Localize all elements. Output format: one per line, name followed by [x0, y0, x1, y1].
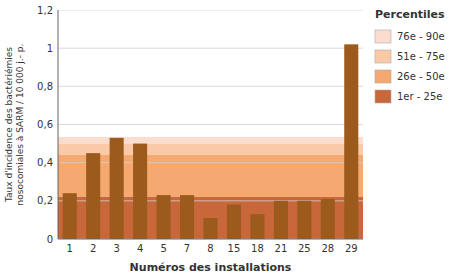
y-tick-label: 1	[47, 43, 53, 54]
x-tick-label: 8	[207, 243, 213, 254]
bar	[227, 205, 241, 239]
y-axis-label-line: Taux d'incidence des bactériémies	[4, 47, 14, 203]
y-tick-label: 0,6	[37, 119, 53, 130]
legend-swatch	[375, 90, 391, 103]
chart: 0 0,2 0,4 0,6 0,8 1 1,2 1 2 3 4 5 7 8 15 18 21 25 28 29 Numé…	[0, 0, 471, 279]
x-tick-label: 3	[113, 243, 119, 254]
x-tick-label: 29	[345, 243, 358, 254]
grid-line	[58, 200, 363, 201]
x-tick-label: 21	[275, 243, 288, 254]
x-axis-line	[58, 239, 363, 240]
legend-label: 26e - 50e	[397, 71, 445, 82]
x-tick-label: 15	[228, 243, 241, 254]
y-tick-label: 0	[47, 234, 53, 245]
legend-swatch	[375, 30, 391, 43]
plot-area	[58, 10, 363, 239]
bar	[86, 153, 100, 239]
legend-swatch	[375, 70, 391, 83]
bar	[180, 195, 194, 239]
x-tick-label: 18	[251, 243, 264, 254]
bar	[110, 138, 124, 239]
y-axis: 0 0,2 0,4 0,6 0,8 1 1,2	[37, 5, 53, 245]
grid-line	[58, 86, 363, 87]
x-tick-label: 2	[90, 243, 96, 254]
y-tick-label: 0,4	[37, 157, 53, 168]
legend-label: 51e - 75e	[397, 51, 445, 62]
bar	[203, 218, 217, 239]
legend-label: 1er - 25e	[397, 91, 442, 102]
y-axis-label-line: nosocomiales à SARM / 10 000 j.- p.	[15, 44, 25, 206]
x-tick-label: 4	[137, 243, 143, 254]
grid-line	[58, 239, 363, 240]
grid-line	[58, 10, 363, 11]
y-tick-label: 0,8	[37, 81, 53, 92]
legend: Percentiles 76e - 90e 51e - 75e 26e - 50e 1e…	[375, 8, 445, 103]
y-axis-label: Taux d'incidence des bactériémiesnosocom…	[4, 44, 25, 206]
legend-title: Percentiles	[375, 8, 445, 21]
x-tick-label: 5	[160, 243, 166, 254]
percentile-band	[58, 137, 363, 144]
bar	[133, 144, 147, 239]
percentile-band	[58, 155, 363, 197]
grid-line	[58, 162, 363, 163]
grid-line	[58, 48, 363, 49]
x-tick-label: 1	[67, 243, 73, 254]
grid-line	[58, 124, 363, 125]
y-tick-label: 1,2	[37, 5, 53, 16]
bar	[157, 195, 171, 239]
y-axis-line	[58, 10, 59, 239]
legend-label: 76e - 90e	[397, 31, 445, 42]
bar	[297, 201, 311, 239]
x-tick-label: 28	[321, 243, 334, 254]
bar	[321, 199, 335, 239]
x-axis: 1 2 3 4 5 7 8 15 18 21 25 28 29	[67, 243, 358, 254]
bar	[250, 214, 264, 239]
x-tick-label: 7	[184, 243, 190, 254]
percentile-band	[58, 197, 363, 239]
bar	[344, 44, 358, 239]
legend-swatch	[375, 50, 391, 63]
y-tick-label: 0,2	[37, 195, 53, 206]
bar	[63, 193, 77, 239]
bar	[274, 201, 288, 239]
percentile-band	[58, 144, 363, 155]
x-axis-label: Numéros des installations	[130, 261, 292, 274]
x-tick-label: 25	[298, 243, 311, 254]
